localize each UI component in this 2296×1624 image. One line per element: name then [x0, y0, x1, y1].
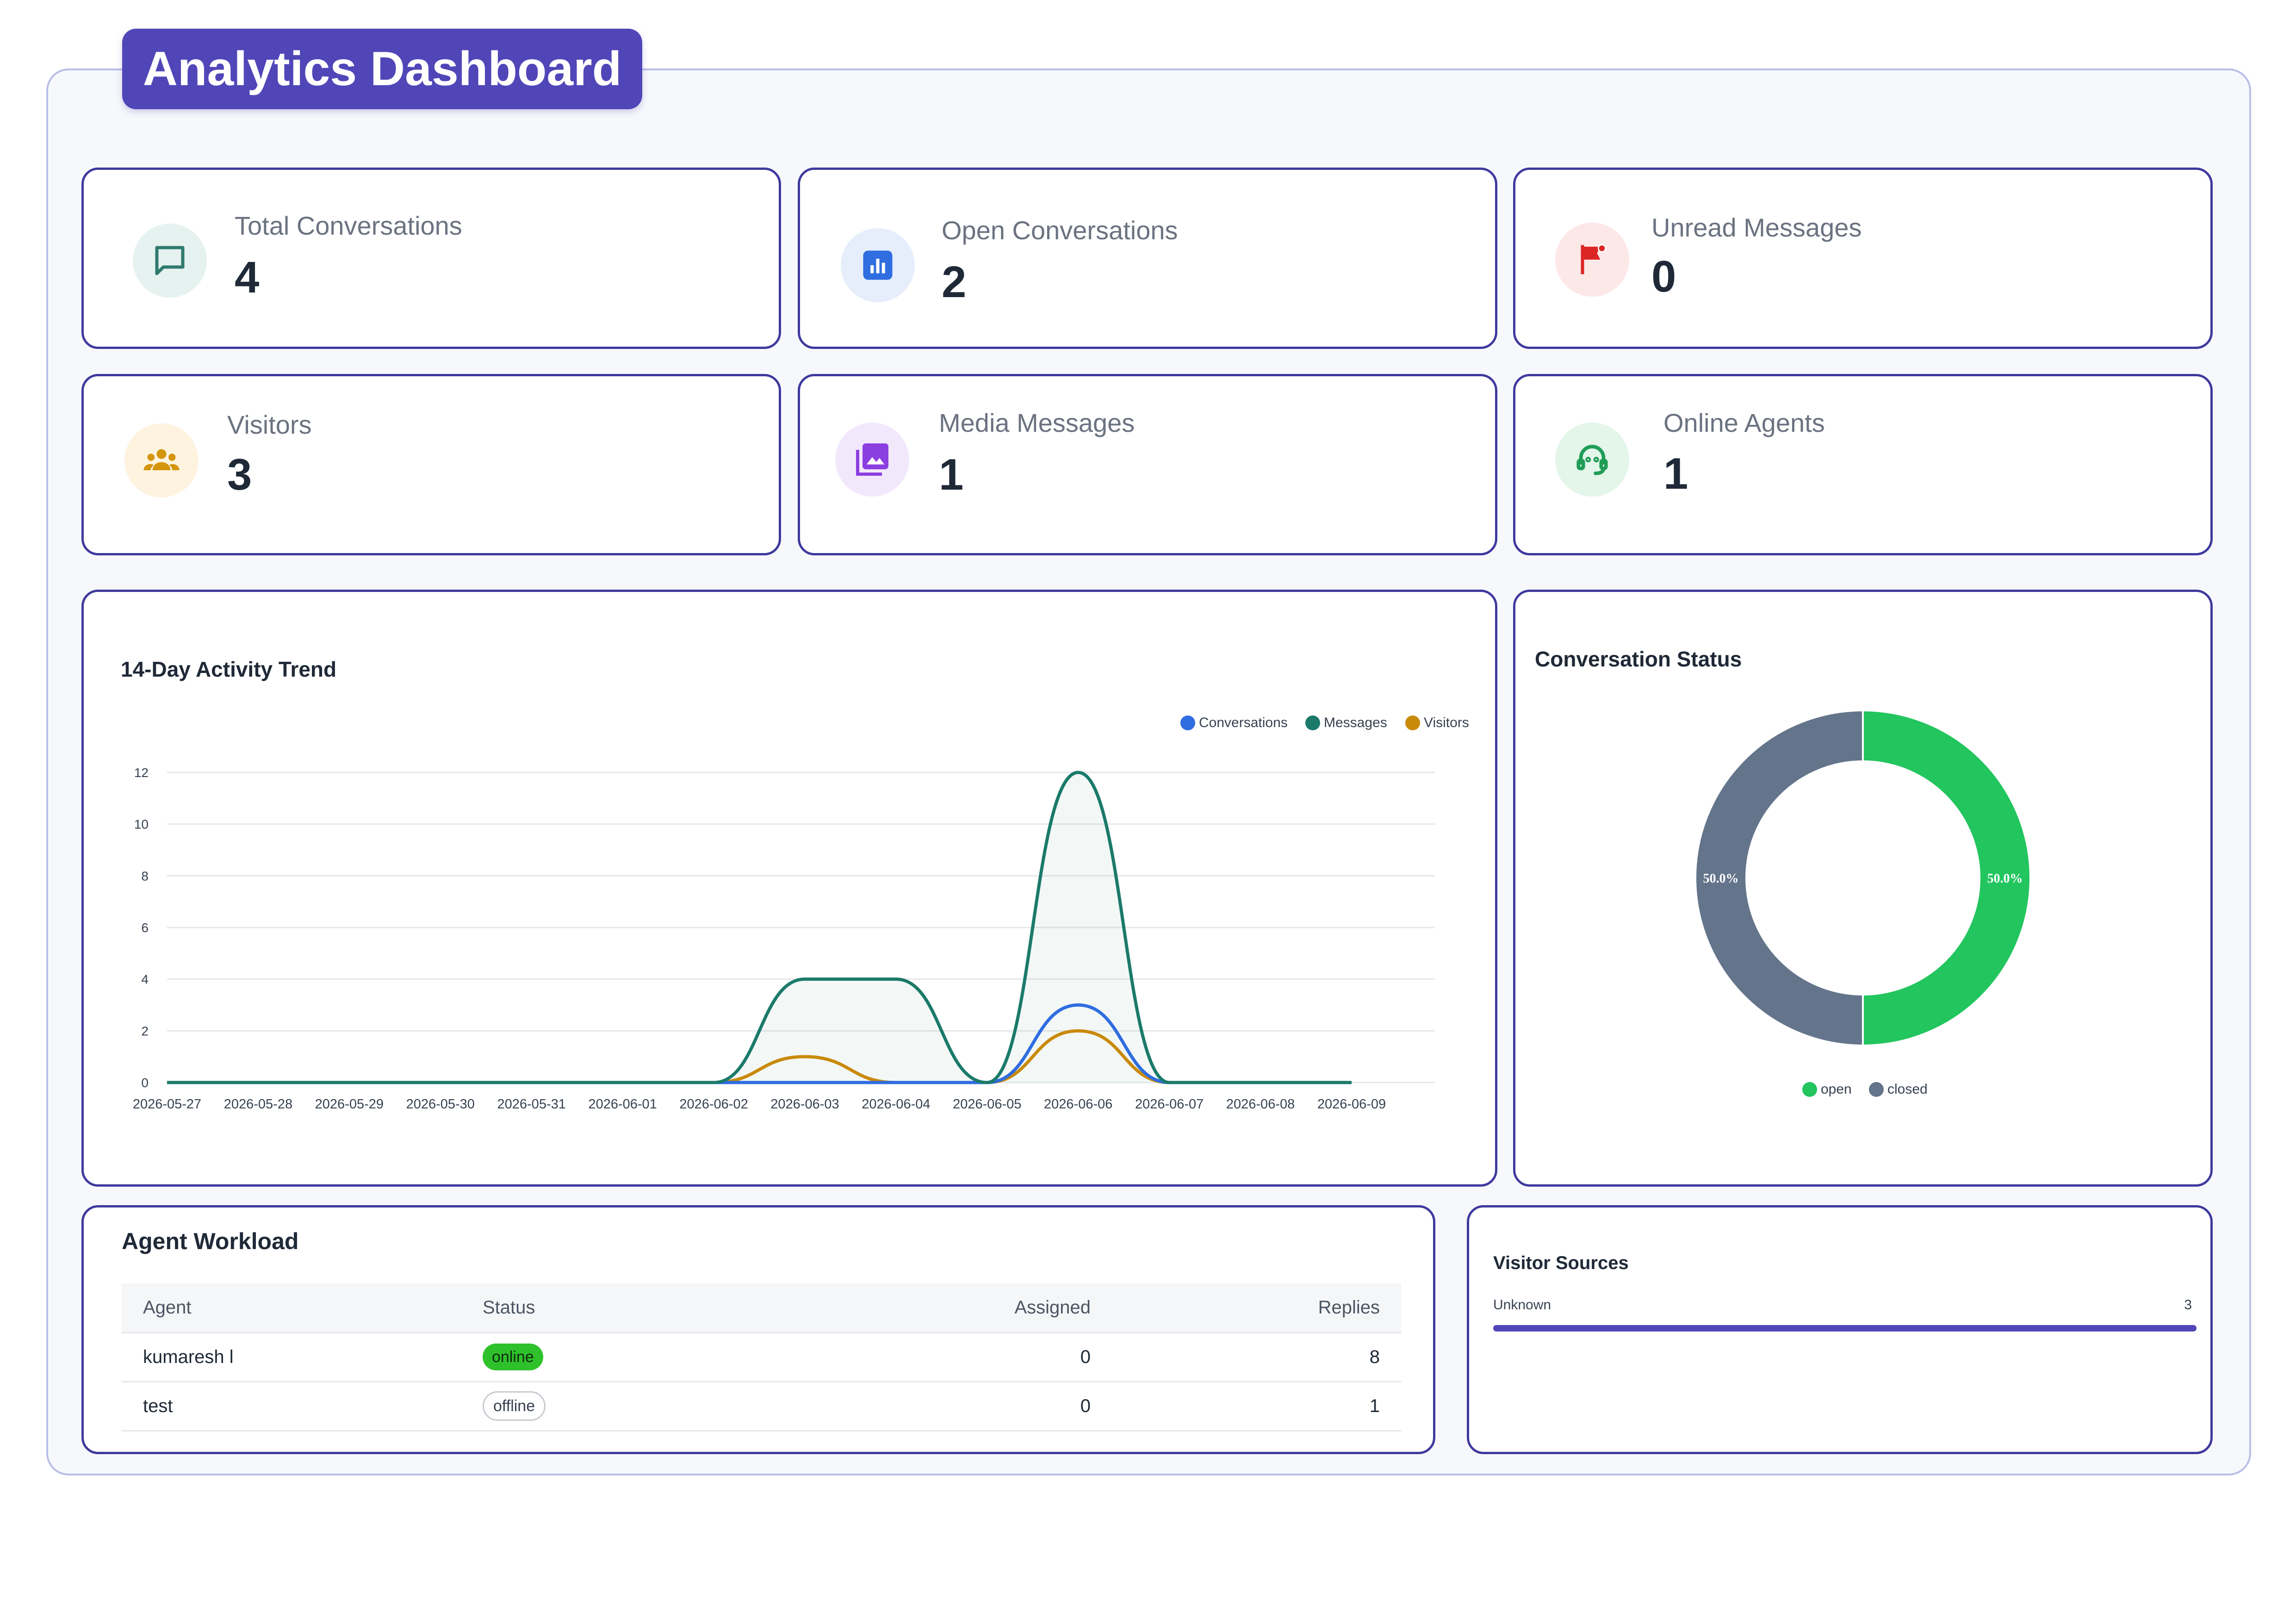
x-tick-label: 2026-06-08 [1226, 1097, 1295, 1112]
legend-label: Conversations [1199, 715, 1288, 730]
replies-count: 1 [1112, 1381, 1401, 1431]
y-tick-label: 6 [141, 921, 149, 935]
x-tick-label: 2026-05-31 [497, 1097, 566, 1112]
stat-label: Unread Messages [1651, 213, 1862, 242]
legend-label: closed [1887, 1082, 1928, 1097]
x-tick-label: 2026-05-28 [224, 1097, 292, 1112]
stat-label: Total Conversations [235, 211, 462, 240]
column-header-assigned: Assigned [834, 1283, 1112, 1332]
legend-swatch [1869, 1082, 1884, 1097]
support-agent-icon [1555, 423, 1629, 497]
stat-label: Media Messages [939, 408, 1135, 437]
x-tick-label: 2026-05-27 [133, 1097, 201, 1112]
source-label: Unknown [1493, 1297, 1551, 1313]
legend-swatch [1305, 716, 1320, 730]
stat-card-media-messages: Media Messages 1 [798, 374, 1497, 555]
slice-percent-label: 50.0% [1703, 871, 1739, 886]
assigned-count: 0 [834, 1381, 1112, 1431]
column-header-replies: Replies [1112, 1283, 1401, 1332]
stat-value: 1 [939, 450, 964, 499]
table-row: kumaresh l online 0 8 [122, 1332, 1401, 1382]
legend-item-messages[interactable]: Messages [1305, 715, 1387, 731]
bar-chart-icon [841, 228, 915, 302]
status-badge: online [483, 1344, 543, 1370]
stat-card-online-agents: Online Agents 1 [1513, 374, 2213, 555]
stat-card-open-conversations: Open Conversations 2 [798, 168, 1497, 349]
source-count: 3 [2184, 1297, 2192, 1313]
y-tick-label: 8 [141, 869, 149, 883]
legend-label: open [1821, 1082, 1852, 1097]
y-tick-label: 12 [134, 765, 149, 780]
stat-card-visitors: Visitors 3 [81, 374, 781, 555]
donut-slice-closed [1694, 709, 1864, 1047]
activity-line-chart: 0 2 4 6 8 10 12 2026-05-27 2026-05-28 2026-05-29 2… [133, 765, 1435, 1112]
series-area-messages [167, 772, 1352, 1083]
stat-card-total-conversations: Total Conversations 4 [81, 168, 781, 349]
conversation-status-card: Conversation Status 50.0% 50.0% open close… [1513, 590, 2213, 1187]
legend-swatch [1180, 716, 1195, 730]
slice-percent-label: 50.0% [1987, 871, 2023, 886]
x-tick-label: 2026-06-09 [1317, 1097, 1386, 1112]
legend-label: Visitors [1424, 715, 1469, 730]
x-tick-label: 2026-06-06 [1044, 1097, 1112, 1112]
agent-name: test [122, 1381, 483, 1431]
legend-item-open[interactable]: open [1802, 1082, 1852, 1097]
stat-value: 0 [1651, 252, 1676, 301]
stat-value: 2 [942, 257, 967, 307]
source-bar-fill [1493, 1325, 2197, 1332]
column-header-agent: Agent [122, 1283, 483, 1332]
photo-library-icon [835, 423, 909, 497]
page-title: Analytics Dashboard [122, 29, 642, 109]
flag-alert-icon [1555, 223, 1629, 297]
visitor-sources-card: Visitor Sources Unknown 3 [1467, 1205, 2213, 1454]
x-tick-label: 2026-06-02 [679, 1097, 748, 1112]
agent-name: kumaresh l [122, 1332, 483, 1382]
stat-label: Open Conversations [942, 216, 1178, 245]
x-tick-label: 2026-06-01 [588, 1097, 657, 1112]
x-tick-label: 2026-06-07 [1135, 1097, 1204, 1112]
y-tick-label: 0 [141, 1076, 149, 1090]
stat-label: Online Agents [1663, 408, 1825, 437]
y-tick-label: 10 [134, 817, 149, 832]
chart-title: 14-Day Activity Trend [121, 657, 337, 681]
x-tick-label: 2026-06-05 [953, 1097, 1021, 1112]
legend-item-visitors[interactable]: Visitors [1405, 715, 1469, 731]
legend-swatch [1802, 1082, 1817, 1097]
legend-item-conversations[interactable]: Conversations [1180, 715, 1288, 731]
chat-bubble-icon [133, 224, 207, 298]
column-header-status: Status [483, 1283, 834, 1332]
stat-value: 4 [235, 253, 260, 302]
chart-title: Conversation Status [1535, 647, 1742, 671]
table-row: test offline 0 1 [122, 1381, 1401, 1431]
x-tick-label: 2026-05-30 [406, 1097, 475, 1112]
source-bar-track [1493, 1325, 2197, 1332]
assigned-count: 0 [834, 1332, 1112, 1382]
activity-trend-card: 14-Day Activity Trend Conversations Messa… [81, 590, 1497, 1187]
legend-label: Messages [1324, 715, 1387, 730]
y-tick-label: 2 [141, 1024, 149, 1038]
stat-value: 1 [1663, 449, 1688, 498]
x-tick-label: 2026-05-29 [315, 1097, 384, 1112]
x-tick-label: 2026-06-03 [770, 1097, 839, 1112]
agent-workload-table: Agent Status Assigned Replies kumaresh l… [122, 1283, 1401, 1431]
x-tick-label: 2026-06-04 [862, 1097, 930, 1112]
replies-count: 8 [1112, 1332, 1401, 1382]
legend-swatch [1405, 716, 1420, 730]
stat-value: 3 [227, 450, 252, 499]
series-line-messages [167, 771, 1352, 1084]
status-badge: offline [483, 1391, 546, 1421]
people-group-icon [124, 423, 199, 498]
stat-label: Visitors [227, 410, 312, 439]
table-header-row: Agent Status Assigned Replies [122, 1283, 1401, 1332]
stat-card-unread-messages: Unread Messages 0 [1513, 168, 2213, 349]
agent-workload-title: Agent Workload [122, 1228, 299, 1254]
legend-item-closed[interactable]: closed [1869, 1082, 1928, 1097]
conversation-status-donut: 50.0% 50.0% [1694, 709, 2031, 1047]
y-tick-label: 4 [141, 972, 149, 987]
agent-workload-card: Agent Workload Agent Status Assigned Rep… [81, 1205, 1435, 1454]
visitor-sources-title: Visitor Sources [1493, 1253, 1629, 1273]
donut-slice-open [1862, 709, 2031, 1047]
